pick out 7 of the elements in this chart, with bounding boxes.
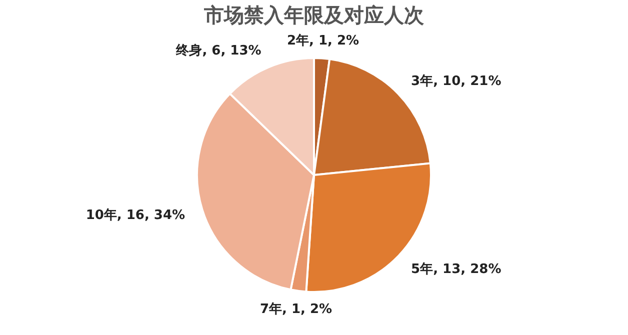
slice-label: 5年, 13, 28% xyxy=(411,262,502,277)
slice-label: 10年, 16, 34% xyxy=(86,208,186,223)
chart-title: 市场禁入年限及对应人次 xyxy=(203,3,425,27)
slice-label: 3年, 10, 21% xyxy=(411,74,502,90)
slice-label: 终身, 6, 13% xyxy=(175,44,262,59)
slice-label: 2年, 1, 2% xyxy=(286,33,360,48)
slice-label: 7年, 1, 2% xyxy=(260,302,332,317)
